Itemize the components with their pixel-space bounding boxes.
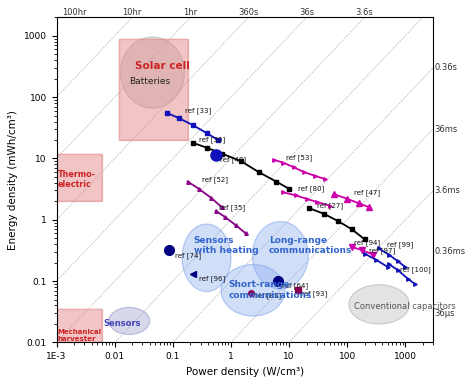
- Text: 36s: 36s: [299, 8, 314, 17]
- Text: 36ms: 36ms: [435, 125, 458, 134]
- Text: 360s: 360s: [238, 8, 259, 17]
- Text: 100hr: 100hr: [62, 8, 86, 17]
- Text: ref [80]: ref [80]: [298, 186, 324, 192]
- Text: ref [48]: ref [48]: [220, 156, 246, 163]
- Text: ref [27]: ref [27]: [317, 202, 343, 209]
- Text: ref [35]: ref [35]: [219, 205, 245, 211]
- Text: 3.6s: 3.6s: [356, 8, 374, 17]
- Text: ref [53]: ref [53]: [286, 154, 312, 161]
- Polygon shape: [221, 264, 285, 316]
- Text: ref [94]: ref [94]: [354, 239, 380, 246]
- X-axis label: Power density (W/cm³): Power density (W/cm³): [186, 367, 304, 377]
- Polygon shape: [119, 38, 188, 140]
- Text: ref [96]: ref [96]: [199, 275, 225, 282]
- Text: 10hr: 10hr: [122, 8, 142, 17]
- Text: ref [64]: ref [64]: [282, 282, 308, 289]
- Text: 1hr: 1hr: [183, 8, 197, 17]
- Text: Long-range
communications: Long-range communications: [269, 236, 352, 255]
- Y-axis label: Energy density (mWh/cm³): Energy density (mWh/cm³): [9, 110, 18, 250]
- Text: 0.36s: 0.36s: [435, 64, 457, 72]
- Text: ref [85]: ref [85]: [255, 292, 281, 299]
- Polygon shape: [109, 308, 150, 335]
- Polygon shape: [56, 309, 102, 342]
- Polygon shape: [120, 37, 184, 108]
- Polygon shape: [253, 222, 308, 289]
- Text: Sensors: Sensors: [104, 320, 141, 328]
- Polygon shape: [182, 224, 231, 291]
- Text: 36μs: 36μs: [435, 309, 455, 318]
- Text: 3.6ms: 3.6ms: [435, 186, 460, 195]
- Text: ref [97]: ref [97]: [369, 248, 395, 254]
- Text: Thermo-
electric: Thermo- electric: [58, 170, 96, 189]
- Text: Short-range
communications: Short-range communications: [228, 280, 311, 300]
- Text: ref [33]: ref [33]: [185, 107, 211, 114]
- Text: Batteries: Batteries: [129, 77, 171, 86]
- Text: Sensors
with heating: Sensors with heating: [194, 236, 258, 255]
- Text: ref [99]: ref [99]: [387, 241, 413, 248]
- Polygon shape: [349, 285, 409, 324]
- Polygon shape: [56, 154, 102, 201]
- Text: Conventional capacitors: Conventional capacitors: [354, 302, 456, 311]
- Text: ref [93]: ref [93]: [301, 290, 327, 297]
- Text: ref [74]: ref [74]: [175, 252, 201, 259]
- Text: ref [47]: ref [47]: [354, 189, 380, 196]
- Text: Mechanical
harvester: Mechanical harvester: [58, 329, 102, 342]
- Text: ref [52]: ref [52]: [202, 176, 228, 183]
- Text: ref [100]: ref [100]: [400, 266, 430, 273]
- Text: Solar cell: Solar cell: [135, 61, 190, 71]
- Text: ref [30]: ref [30]: [199, 137, 225, 143]
- Text: 0.36ms: 0.36ms: [435, 247, 466, 256]
